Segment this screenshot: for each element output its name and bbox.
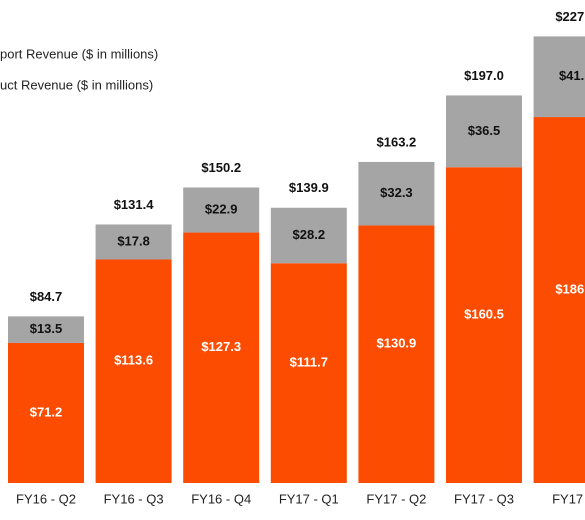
value-label: $13.5 <box>30 321 63 336</box>
total-label: $139.9 <box>289 180 329 195</box>
x-tick-label: FY17 - <box>552 491 585 506</box>
bar-segment <box>446 95 522 168</box>
value-label: $28.2 <box>293 227 326 242</box>
total-label: $227. <box>555 9 585 24</box>
x-tick-label: FY16 - Q3 <box>104 491 164 506</box>
value-label: $17.8 <box>117 233 150 248</box>
value-label: $160.5 <box>464 307 504 322</box>
value-label: $71.2 <box>30 404 63 419</box>
value-label: $130.9 <box>377 336 417 351</box>
bar-segment <box>95 224 172 260</box>
bar-segment <box>183 187 260 233</box>
total-label: $84.7 <box>30 289 63 304</box>
value-label: $113.6 <box>114 353 153 368</box>
total-label: $131.4 <box>114 197 155 212</box>
value-label: $32.3 <box>380 185 413 200</box>
bar-segment <box>8 316 84 343</box>
legend-entry: uct Revenue ($ in millions) <box>0 77 153 92</box>
x-tick-label: FY16 - Q4 <box>191 491 251 506</box>
value-label: $186. <box>555 281 585 296</box>
x-tick-label: FY17 - Q3 <box>454 491 514 506</box>
x-tick-label: FY16 - Q2 <box>16 491 76 506</box>
bar-segment <box>358 161 435 226</box>
bar-segment <box>533 36 585 118</box>
bar-segment <box>533 117 585 483</box>
x-tick-label: FY17 - Q2 <box>366 491 426 506</box>
bar-segment <box>358 225 435 483</box>
value-label: $111.7 <box>290 355 328 370</box>
bar-segment <box>8 342 84 483</box>
legend-entry: port Revenue ($ in millions) <box>0 46 158 61</box>
bar-segment <box>446 167 522 483</box>
value-label: $36.5 <box>468 123 501 138</box>
x-tick-label: FY17 - Q1 <box>279 491 339 506</box>
total-label: $163.2 <box>377 134 417 149</box>
value-label: $127.3 <box>201 339 241 354</box>
bar-segment <box>95 259 172 483</box>
bar-segment <box>183 232 260 483</box>
value-label: $41. <box>559 68 584 83</box>
total-label: $197.0 <box>464 68 504 83</box>
value-label: $22.9 <box>205 201 238 216</box>
bar-segment <box>270 263 347 483</box>
bar-segment <box>270 207 347 264</box>
total-label: $150.2 <box>201 160 241 175</box>
